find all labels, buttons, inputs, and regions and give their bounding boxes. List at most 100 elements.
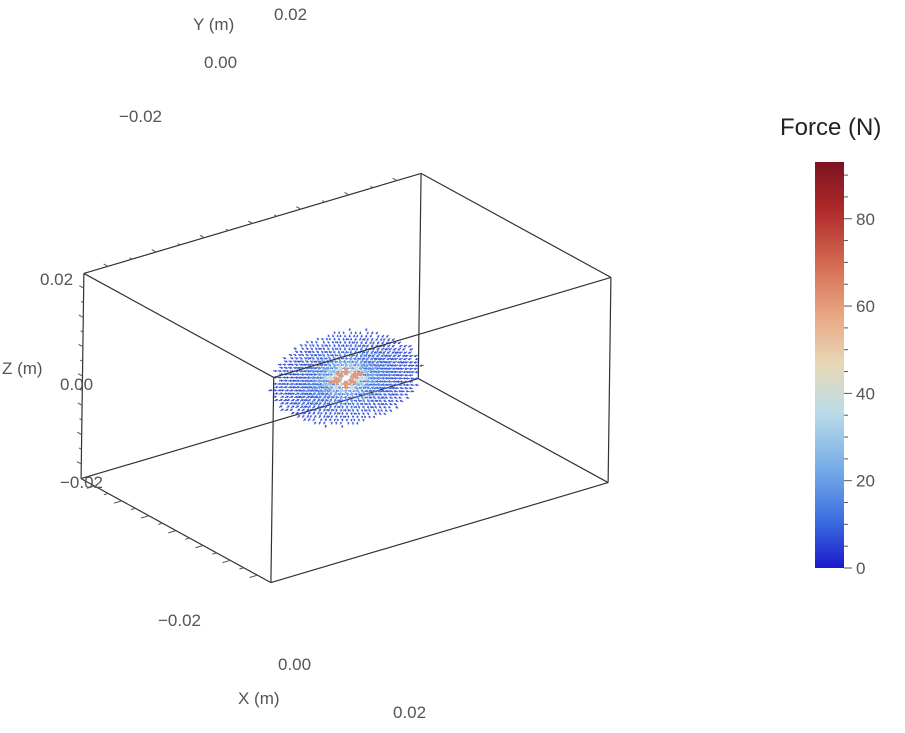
force-arrow bbox=[293, 382, 299, 386]
y-axis-tick bbox=[296, 206, 301, 210]
box-edge bbox=[420, 172, 612, 278]
force-arrow bbox=[356, 389, 361, 394]
force-arrow bbox=[283, 366, 288, 370]
force-arrow bbox=[338, 388, 344, 395]
force-arrow bbox=[375, 366, 381, 371]
box-edge bbox=[417, 173, 422, 379]
force-arrow bbox=[359, 370, 361, 373]
force-arrow bbox=[366, 399, 371, 403]
force-arrow bbox=[284, 382, 290, 386]
force-arrow bbox=[337, 383, 340, 386]
force-arrow bbox=[375, 357, 379, 361]
force-arrow bbox=[335, 389, 339, 393]
force-arrow bbox=[340, 351, 344, 354]
force-arrow bbox=[334, 341, 338, 344]
force-arrow bbox=[321, 344, 324, 347]
force-arrow bbox=[343, 334, 347, 338]
x-axis-tick bbox=[113, 500, 122, 504]
force-arrow bbox=[295, 411, 299, 415]
y-axis-tick bbox=[273, 214, 277, 217]
force-arrow bbox=[393, 341, 397, 345]
force-arrow bbox=[283, 398, 288, 402]
force-arrow bbox=[321, 337, 324, 341]
force-arrow bbox=[382, 396, 386, 399]
force-arrow bbox=[367, 405, 370, 409]
force-arrow bbox=[410, 377, 415, 380]
force-arrow bbox=[325, 368, 334, 374]
force-arrow bbox=[313, 408, 317, 412]
force-arrow bbox=[369, 370, 374, 374]
y-axis-tick bbox=[103, 263, 109, 267]
force-arrow bbox=[348, 390, 353, 393]
force-arrow bbox=[289, 408, 293, 412]
force-arrow bbox=[331, 353, 335, 357]
force-arrow bbox=[339, 363, 344, 366]
force-arrow bbox=[296, 402, 301, 405]
force-arrow bbox=[396, 373, 401, 377]
force-arrow bbox=[342, 344, 345, 348]
force-arrow bbox=[340, 357, 344, 360]
force-arrow bbox=[307, 385, 312, 389]
force-arrow bbox=[320, 405, 323, 409]
force-arrow bbox=[342, 415, 346, 418]
force-arrow bbox=[374, 386, 378, 390]
force-arrow bbox=[348, 409, 352, 412]
force-arrow bbox=[349, 344, 353, 348]
force-arrow bbox=[396, 367, 401, 371]
force-arrow bbox=[333, 418, 337, 422]
force-arrow bbox=[365, 328, 368, 332]
force-arrow bbox=[361, 402, 364, 406]
force-arrow bbox=[315, 376, 320, 380]
force-arrow bbox=[372, 383, 377, 387]
force-arrow bbox=[311, 392, 317, 396]
force-arrow bbox=[285, 369, 290, 373]
force-arrow bbox=[336, 418, 340, 422]
force-arrow bbox=[375, 373, 381, 377]
force-arrow bbox=[403, 351, 408, 354]
force-arrow bbox=[409, 354, 414, 358]
force-arrow bbox=[324, 386, 328, 390]
force-arrow bbox=[305, 382, 312, 386]
force-arrow bbox=[394, 351, 398, 354]
force-arrow bbox=[325, 379, 328, 383]
force-arrow bbox=[342, 359, 347, 364]
force-arrow bbox=[386, 370, 391, 374]
force-arrow bbox=[295, 385, 301, 389]
force-arrow bbox=[350, 405, 354, 409]
force-arrow bbox=[317, 360, 321, 363]
force-arrow bbox=[298, 382, 303, 386]
x-axis-tick bbox=[222, 559, 231, 564]
force-arrow bbox=[306, 408, 310, 412]
force-arrow bbox=[297, 395, 301, 399]
force-arrow bbox=[278, 379, 284, 383]
force-arrow bbox=[378, 406, 382, 409]
force-arrow bbox=[356, 415, 359, 419]
force-arrow bbox=[351, 341, 354, 344]
force-arrow bbox=[339, 401, 343, 406]
force-arrow bbox=[361, 344, 365, 348]
force-arrow bbox=[353, 364, 361, 372]
force-arrow bbox=[294, 392, 300, 396]
force-arrow bbox=[399, 367, 404, 371]
force-arrow bbox=[309, 375, 316, 380]
force-arrow bbox=[354, 392, 358, 396]
force-arrow bbox=[320, 357, 324, 360]
force-arrow bbox=[370, 356, 375, 361]
force-arrow bbox=[388, 347, 392, 351]
force-arrow bbox=[328, 337, 332, 341]
force-arrow bbox=[359, 379, 363, 384]
force-arrow bbox=[408, 380, 413, 384]
force-arrow bbox=[313, 402, 317, 406]
force-arrow bbox=[316, 399, 321, 403]
force-arrow bbox=[397, 347, 402, 351]
z-axis-tick bbox=[77, 373, 83, 377]
force-arrow bbox=[348, 361, 354, 368]
force-arrow bbox=[350, 412, 353, 415]
force-arrow bbox=[376, 393, 379, 396]
force-arrow bbox=[325, 350, 328, 353]
force-arrow bbox=[393, 389, 398, 393]
force-arrow bbox=[359, 393, 363, 396]
force-arrow bbox=[323, 357, 327, 360]
force-arrow bbox=[380, 403, 384, 406]
force-arrow bbox=[311, 405, 316, 409]
